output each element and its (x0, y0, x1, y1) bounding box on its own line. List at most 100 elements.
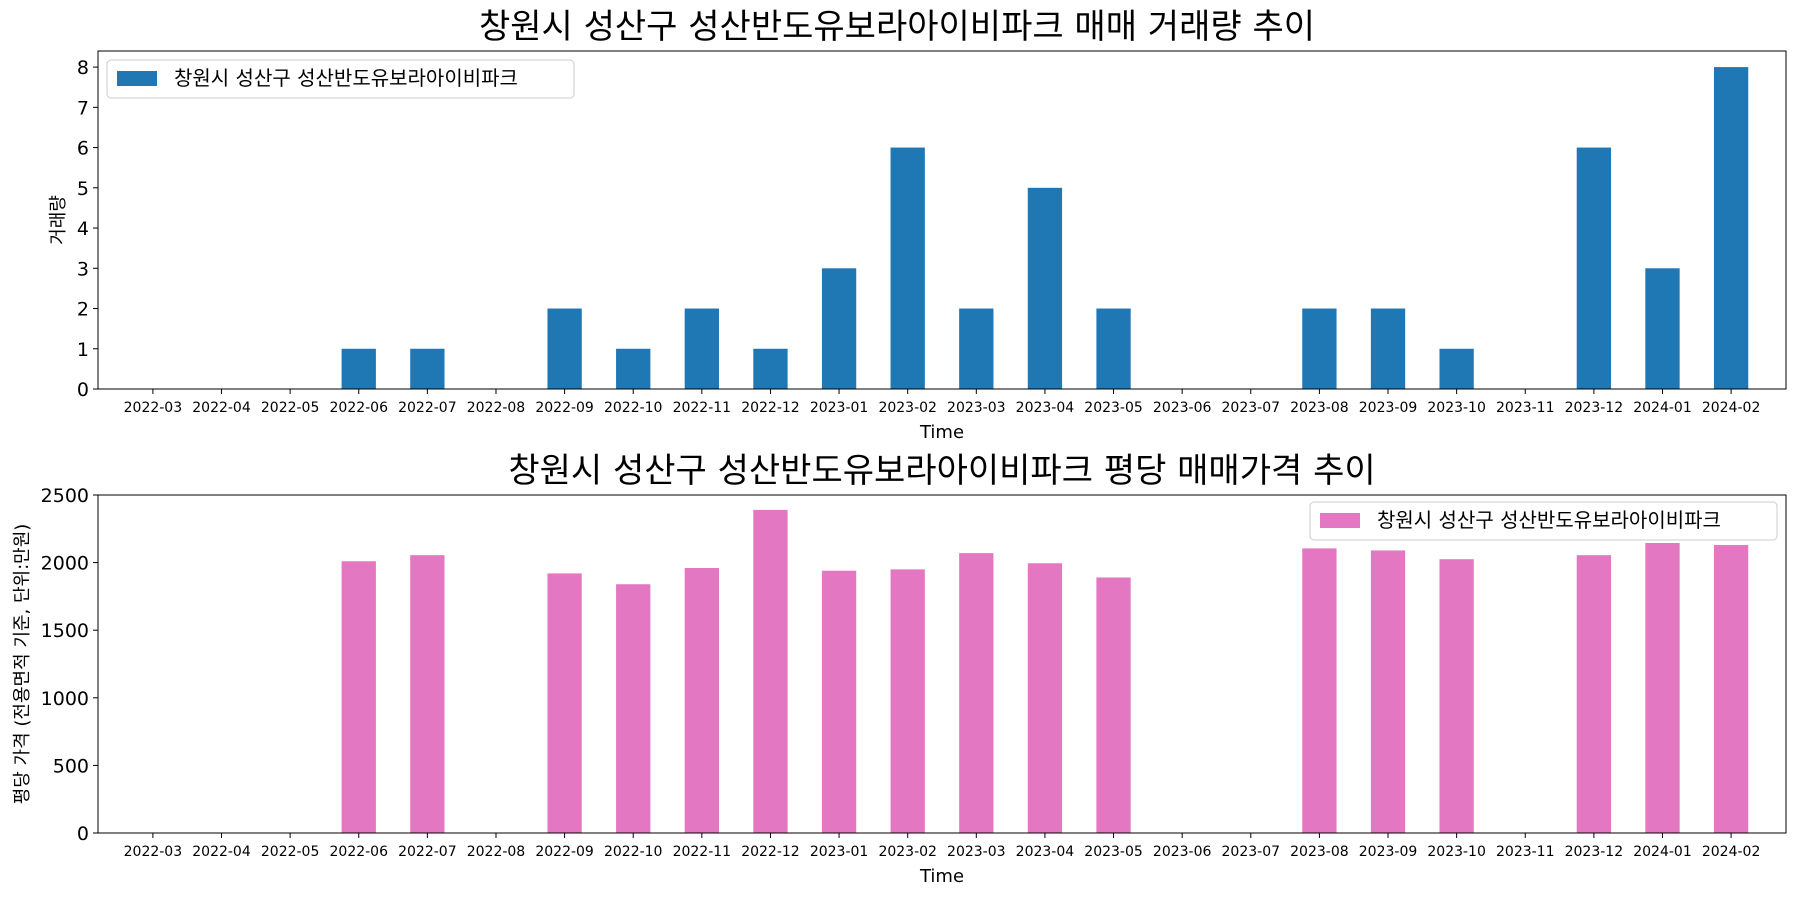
price-x-axis-label: Time (919, 866, 964, 887)
bar-2023-09 (1370, 308, 1406, 389)
x-tick-label: 2023-07 (1222, 400, 1281, 416)
bar-2023-10 (1439, 559, 1474, 833)
x-tick-label: 2023-12 (1565, 844, 1624, 860)
x-tick-label: 2022-08 (467, 400, 526, 416)
bar-2023-08 (1302, 308, 1337, 389)
price-plot-frame (97, 494, 1787, 834)
x-tick-label: 2022-09 (535, 844, 594, 860)
bar-2023-03 (959, 553, 994, 833)
y-tick-label: 0 (77, 379, 89, 401)
price-y-axis: 0 500 1000 1500 2000 2500 (41, 485, 98, 845)
bar-2024-01 (1645, 268, 1680, 389)
x-tick-label: 2024-01 (1633, 844, 1692, 860)
volume-plot-frame (97, 50, 1787, 390)
volume-legend-label: 창원시 성산구 성산반도유보라아이비파크 (174, 66, 518, 90)
x-tick-label: 2023-08 (1290, 844, 1349, 860)
x-tick-label: 2023-07 (1222, 844, 1281, 860)
y-tick-label: 0 (77, 823, 89, 845)
y-tick-label: 8 (77, 57, 89, 79)
x-tick-label: 2024-02 (1702, 400, 1761, 416)
price-x-axis: 2022-03 2022-04 2022-05 2022-06 2022-07 2022-… (124, 833, 1761, 860)
volume-legend-swatch (117, 71, 157, 86)
x-tick-label: 2022-10 (604, 400, 663, 416)
y-tick-label: 6 (77, 138, 89, 160)
volume-legend-box (106, 59, 575, 99)
volume-x-axis-label: Time (919, 422, 964, 443)
bar-2023-01 (821, 268, 857, 389)
price-y-axis-label: 평당 가격 (전용면적 기준, 단위:만원) (12, 524, 33, 805)
price-bars (341, 509, 1749, 833)
bar-2022-09 (547, 573, 582, 833)
price-chart: 창원시 성산구 성산반도유보라아이비파크 평당 매매가격 추이 0 500 1000… (12, 451, 1787, 887)
bar-2022-07 (410, 555, 445, 833)
x-tick-label: 2023-12 (1565, 400, 1624, 416)
x-tick-label: 2022-11 (673, 844, 732, 860)
x-tick-label: 2022-09 (535, 400, 594, 416)
y-tick-label: 2000 (41, 553, 89, 575)
bar-2023-12 (1576, 555, 1612, 833)
bar-2022-09 (547, 308, 582, 389)
x-tick-label: 2022-05 (261, 844, 320, 860)
bar-2023-04 (1027, 563, 1063, 833)
bar-2023-10 (1439, 348, 1474, 389)
x-tick-label: 2023-06 (1153, 844, 1212, 860)
x-tick-label: 2022-04 (192, 400, 251, 416)
price-legend-swatch (1320, 513, 1360, 528)
volume-x-axis: 2022-03 2022-04 2022-05 2022-06 2022-07 2022-… (124, 389, 1761, 416)
bar-2022-11 (684, 308, 719, 389)
bar-2024-02 (1713, 545, 1749, 833)
x-tick-label: 2022-12 (741, 400, 800, 416)
bar-2023-03 (959, 308, 994, 389)
x-tick-label: 2022-04 (192, 844, 251, 860)
y-tick-label: 1 (77, 339, 89, 361)
y-tick-label: 1000 (41, 688, 89, 710)
bar-2023-05 (1096, 308, 1131, 389)
x-tick-label: 2023-02 (878, 844, 937, 860)
x-tick-label: 2023-03 (947, 844, 1006, 860)
bar-2024-01 (1645, 543, 1680, 833)
x-tick-label: 2022-03 (124, 400, 183, 416)
bar-2022-06 (341, 348, 376, 389)
bar-2023-08 (1302, 548, 1337, 833)
x-tick-label: 2023-05 (1084, 844, 1143, 860)
y-tick-label: 500 (53, 755, 89, 777)
y-tick-label: 2500 (41, 485, 89, 507)
y-tick-label: 5 (77, 178, 89, 200)
y-tick-label: 4 (77, 218, 89, 240)
price-legend-box (1309, 501, 1778, 541)
x-tick-label: 2022-12 (741, 844, 800, 860)
x-tick-label: 2023-03 (947, 400, 1006, 416)
price-chart-title: 창원시 성산구 성산반도유보라아이비파크 평당 매매가격 추이 (508, 451, 1375, 491)
bar-2024-02 (1713, 67, 1749, 389)
volume-y-axis-label: 거래량 (48, 195, 69, 245)
price-legend: 창원시 성산구 성산반도유보라아이비파크 (1309, 501, 1778, 541)
bar-2022-06 (341, 561, 376, 833)
x-tick-label: 2022-10 (604, 844, 663, 860)
x-tick-label: 2023-11 (1496, 400, 1555, 416)
x-tick-label: 2022-06 (330, 844, 389, 860)
x-tick-label: 2023-01 (810, 400, 869, 416)
bar-2023-05 (1096, 577, 1131, 833)
x-tick-label: 2022-07 (398, 844, 457, 860)
bar-2022-10 (616, 584, 651, 833)
y-tick-label: 3 (77, 258, 89, 280)
x-tick-label: 2022-08 (467, 844, 526, 860)
x-tick-label: 2022-07 (398, 400, 457, 416)
x-tick-label: 2023-08 (1290, 400, 1349, 416)
x-tick-label: 2022-03 (124, 844, 183, 860)
x-tick-label: 2023-06 (1153, 400, 1212, 416)
bar-2023-09 (1370, 550, 1406, 833)
volume-chart: 창원시 성산구 성산반도유보라아이비파크 매매 거래량 추이 0 1 2 3 4 5 6 7 8… (48, 7, 1787, 443)
x-tick-label: 2023-04 (1016, 844, 1075, 860)
x-tick-label: 2023-09 (1359, 400, 1418, 416)
x-tick-label: 2024-01 (1633, 400, 1692, 416)
volume-chart-title: 창원시 성산구 성산반도유보라아이비파크 매매 거래량 추이 (479, 7, 1315, 47)
volume-bars (341, 67, 1749, 389)
x-tick-label: 2023-11 (1496, 844, 1555, 860)
x-tick-label: 2024-02 (1702, 844, 1761, 860)
bar-2023-01 (821, 570, 857, 833)
y-tick-label: 7 (77, 97, 89, 119)
bar-2023-02 (890, 569, 925, 833)
volume-legend: 창원시 성산구 성산반도유보라아이비파크 (106, 59, 575, 99)
